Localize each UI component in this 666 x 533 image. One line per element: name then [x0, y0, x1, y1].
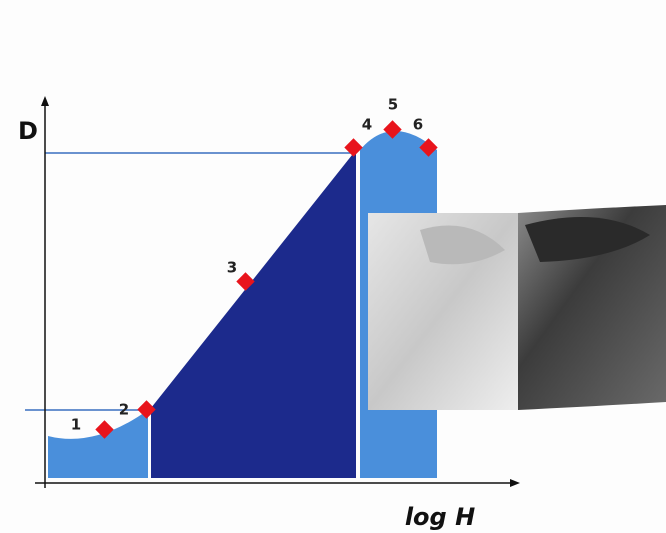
- y-arrow: [41, 96, 49, 106]
- point-label: 3: [227, 259, 237, 277]
- marker: [236, 272, 255, 291]
- point-label: 6: [413, 116, 423, 134]
- y-axis-label: D: [18, 117, 38, 145]
- point-label: 1: [71, 416, 81, 434]
- marker: [344, 138, 363, 157]
- marker: [137, 400, 156, 419]
- marker: [95, 420, 114, 439]
- axes: [35, 104, 512, 488]
- marker: [383, 120, 402, 139]
- x-axis-label: log H: [405, 503, 475, 531]
- point-label: 5: [388, 96, 398, 114]
- marker: [419, 138, 438, 157]
- toe-region: [48, 410, 148, 478]
- point-label: 2: [119, 401, 129, 419]
- x-arrow: [510, 479, 520, 487]
- point-label: 4: [362, 116, 372, 134]
- linear-region: [151, 150, 356, 478]
- point-markers: [95, 120, 438, 439]
- photo: [368, 205, 666, 410]
